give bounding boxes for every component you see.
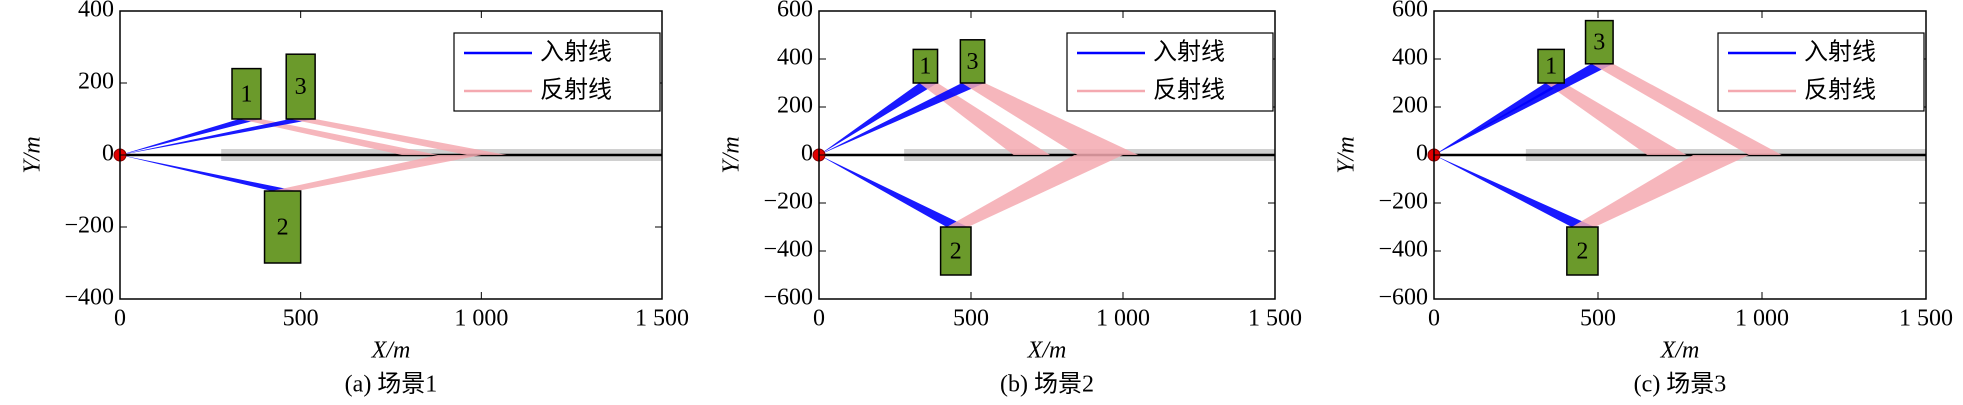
- y-tick-label: −200: [64, 213, 114, 239]
- building-label: 1: [919, 54, 931, 80]
- building: [912, 48, 939, 84]
- y-tick-label: −400: [1378, 237, 1428, 263]
- legend-label: 反射线: [1153, 77, 1225, 104]
- y-tick-label: 0: [801, 141, 813, 167]
- incident-rays: [120, 155, 298, 191]
- building-label: 3: [295, 74, 307, 100]
- legend-label: 反射线: [1804, 77, 1876, 104]
- building: [1537, 48, 1565, 84]
- legend-box: [453, 32, 661, 112]
- x-tick-label: 500: [1580, 306, 1616, 332]
- reflected-rays: [239, 119, 438, 155]
- x-tick-label: 1 000: [1096, 306, 1150, 332]
- y-tick-label: 600: [777, 0, 813, 23]
- y-tick-label: 0: [102, 141, 114, 167]
- y-tick-label: 200: [1392, 93, 1428, 119]
- reflected-rays: [1591, 63, 1782, 155]
- legend-label: 入射线: [1804, 39, 1876, 66]
- y-tick-label: −400: [64, 285, 114, 311]
- y-tick-label: 400: [777, 45, 813, 71]
- x-tick-label: 0: [813, 306, 825, 332]
- building-label: 3: [967, 49, 979, 75]
- y-tick-label: −600: [763, 285, 813, 311]
- x-axis-label: X/m: [1027, 338, 1067, 364]
- y-tick-label: 200: [78, 69, 114, 95]
- legend-label: 入射线: [540, 39, 612, 66]
- reflected-rays: [1545, 83, 1687, 155]
- y-axis-label: Y/m: [1334, 136, 1360, 173]
- y-tick-label: 600: [1392, 0, 1428, 23]
- building-label: 2: [950, 239, 962, 265]
- reflected-rays: [289, 119, 507, 155]
- x-tick-label: 1 500: [635, 306, 689, 332]
- building-label: 3: [1593, 30, 1605, 56]
- x-tick-label: 500: [283, 306, 319, 332]
- reflected-rays: [1571, 155, 1749, 227]
- reflected-rays: [271, 155, 482, 191]
- x-tick-label: 1 500: [1899, 306, 1953, 332]
- legend-label: 反射线: [540, 77, 612, 104]
- y-axis-label: Y/m: [719, 136, 745, 173]
- x-tick-label: 500: [953, 306, 989, 332]
- building-label: 2: [277, 215, 289, 241]
- y-tick-label: −200: [1378, 189, 1428, 215]
- reflected-rays: [946, 155, 1123, 227]
- y-tick-label: 400: [1392, 45, 1428, 71]
- incident-rays: [1434, 155, 1595, 227]
- incident-rays: [1434, 63, 1614, 155]
- y-tick-label: −200: [763, 189, 813, 215]
- x-tick-label: 0: [1428, 306, 1440, 332]
- building: [263, 190, 302, 264]
- y-tick-label: −400: [763, 237, 813, 263]
- caption: (a) 场景1: [345, 372, 438, 398]
- x-axis-label: X/m: [371, 338, 411, 364]
- building: [1584, 19, 1614, 65]
- building: [959, 39, 986, 84]
- incident-rays: [819, 155, 968, 227]
- caption: (c) 场景3: [1634, 372, 1727, 398]
- y-tick-label: 200: [777, 93, 813, 119]
- incident-rays: [120, 119, 261, 155]
- building: [231, 67, 262, 120]
- reflected-rays: [961, 83, 1139, 155]
- building-label: 2: [1576, 239, 1588, 265]
- incident-rays: [819, 83, 985, 155]
- x-axis-label: X/m: [1660, 338, 1700, 364]
- building: [1566, 226, 1599, 276]
- legend-box: [1717, 32, 1925, 112]
- building: [285, 53, 316, 120]
- incident-rays: [120, 119, 316, 155]
- reflected-rays: [919, 83, 1051, 155]
- legend-box: [1066, 32, 1274, 112]
- building-label: 1: [1545, 54, 1557, 80]
- building-label: 1: [240, 81, 252, 107]
- building: [939, 226, 972, 276]
- incident-rays: [819, 83, 938, 155]
- x-tick-label: 1 000: [454, 306, 508, 332]
- x-tick-label: 1 500: [1248, 306, 1302, 332]
- legend-label: 入射线: [1153, 39, 1225, 66]
- y-tick-label: 0: [1416, 141, 1428, 167]
- caption: (b) 场景2: [1000, 372, 1094, 398]
- x-tick-label: 1 000: [1735, 306, 1789, 332]
- x-tick-label: 0: [114, 306, 126, 332]
- y-tick-label: −600: [1378, 285, 1428, 311]
- y-axis-label: Y/m: [20, 136, 46, 173]
- y-tick-label: 400: [78, 0, 114, 23]
